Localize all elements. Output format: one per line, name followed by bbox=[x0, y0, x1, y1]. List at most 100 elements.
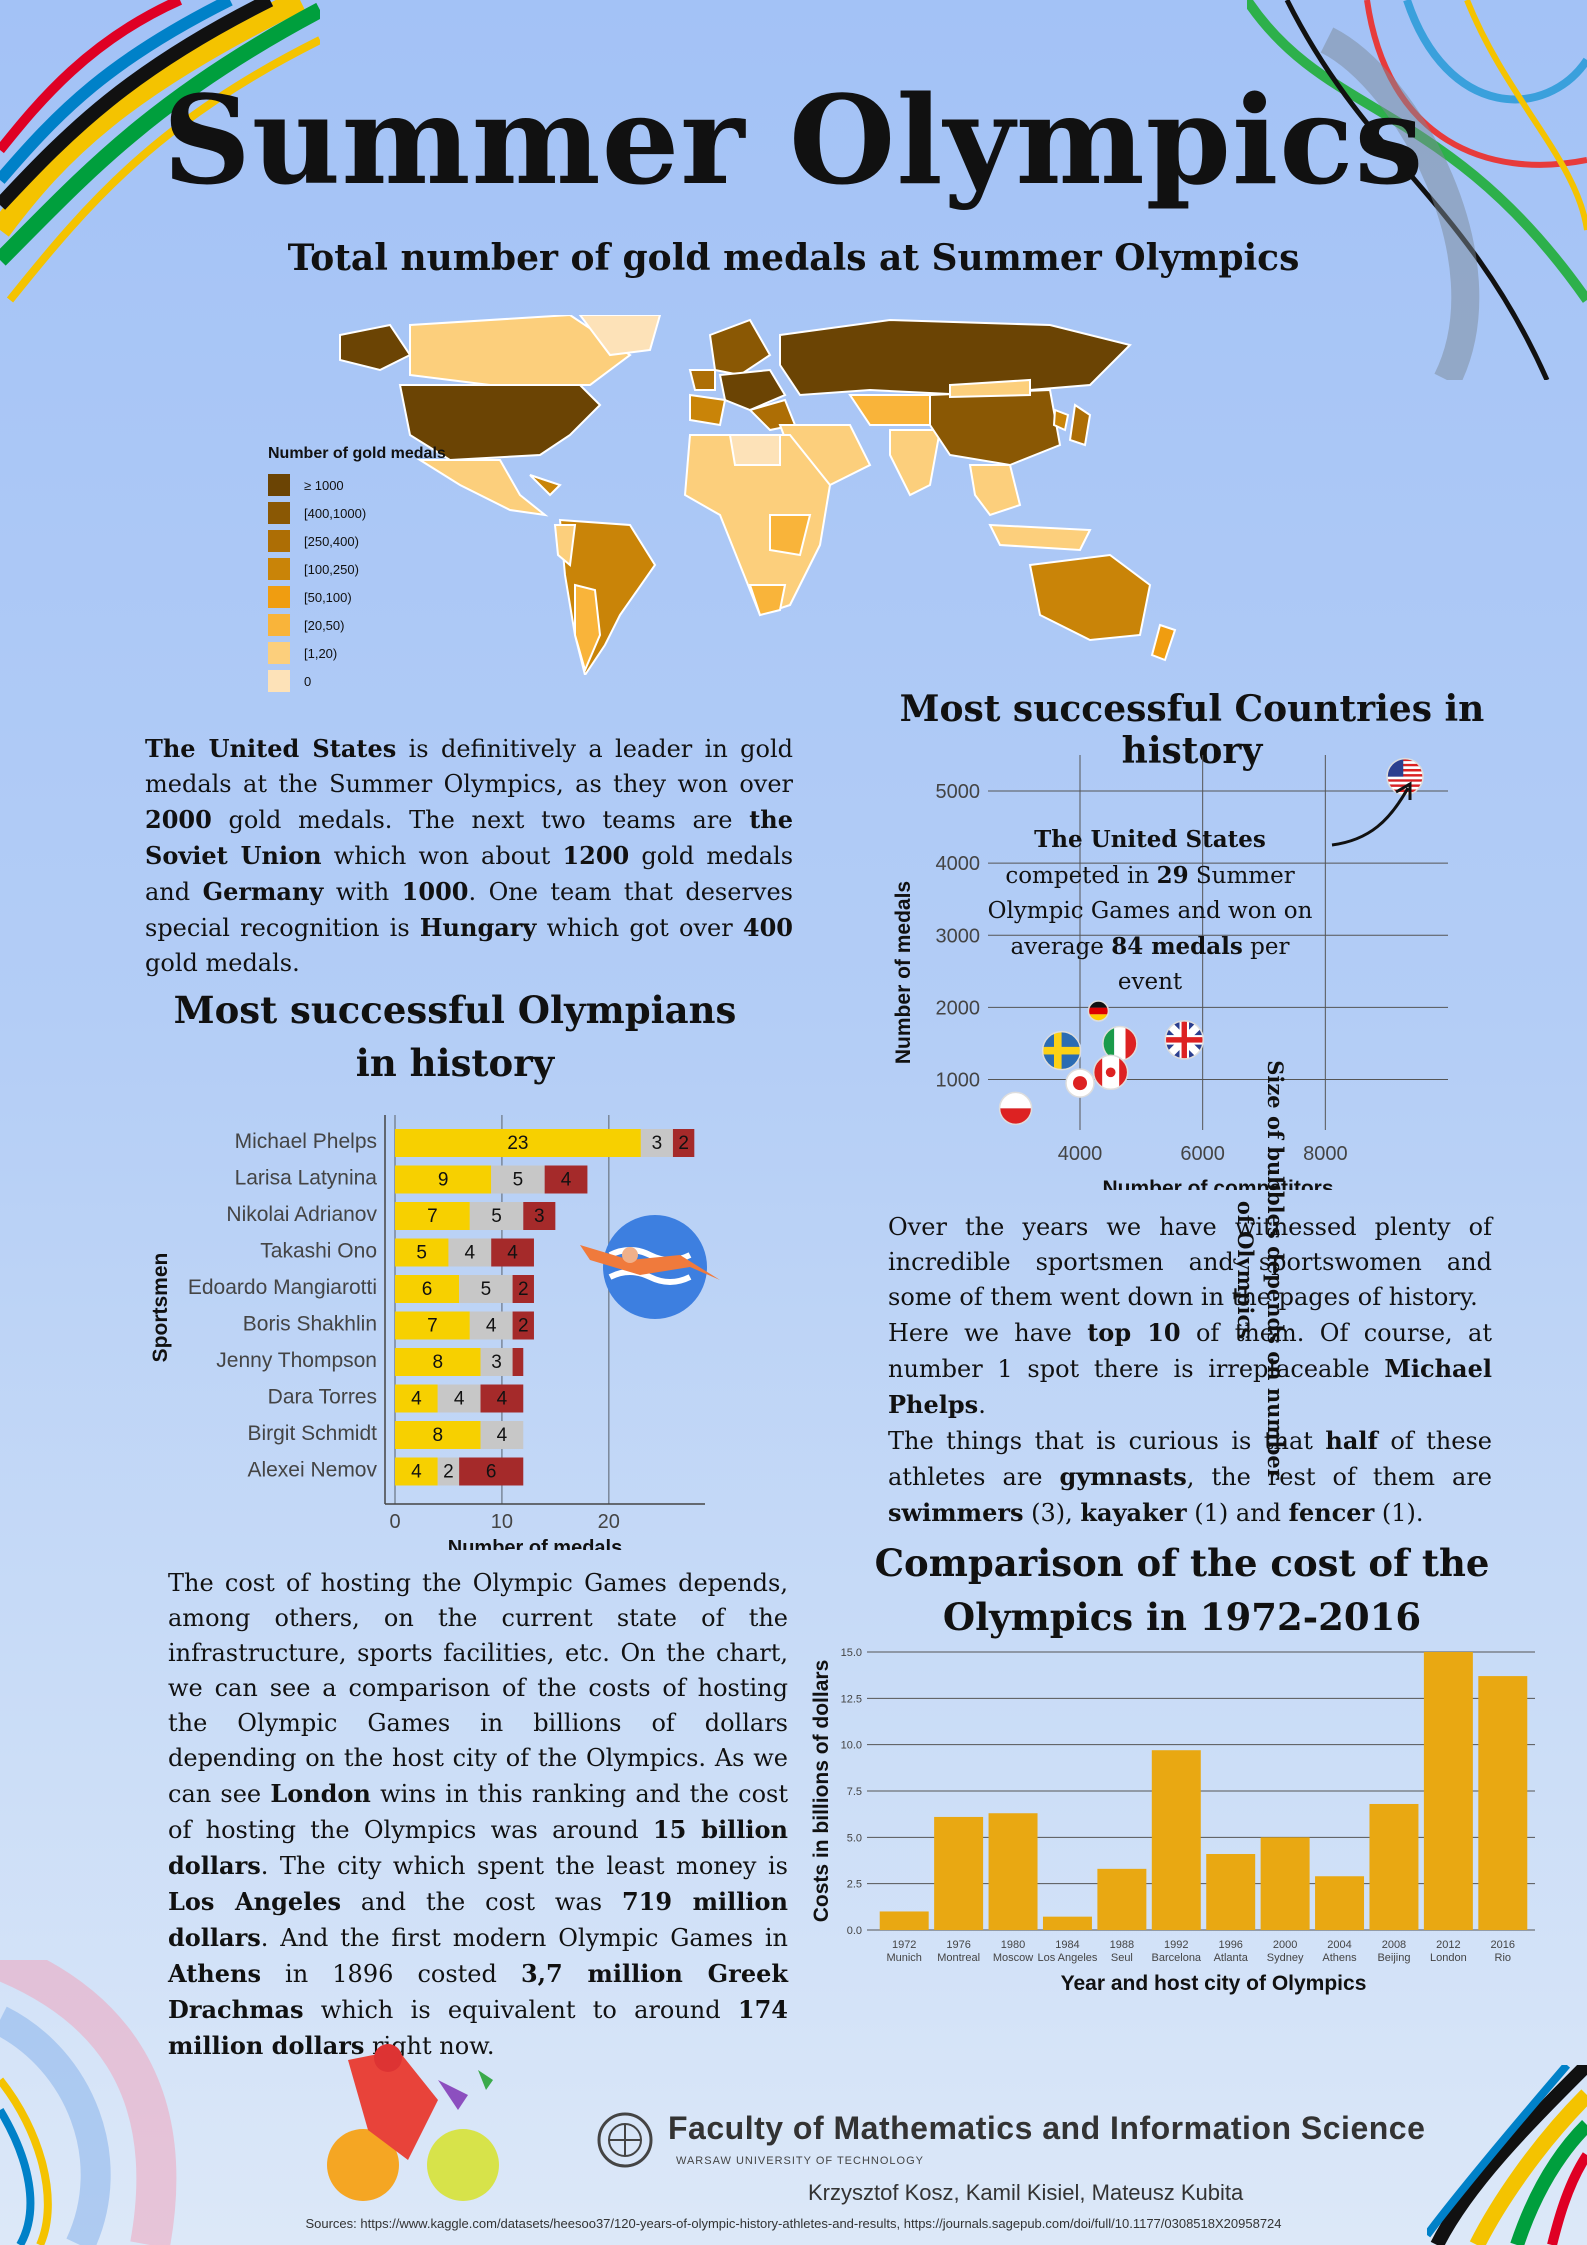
x-tick-city: Moscow bbox=[993, 1952, 1033, 1964]
text-run: competed in bbox=[1005, 863, 1157, 889]
text-run: swimmers bbox=[888, 1498, 1024, 1527]
medal-value-gold: 9 bbox=[438, 1170, 449, 1191]
text-athletes: Over the years we have witnessed plenty … bbox=[888, 1210, 1492, 1531]
text-run: which is equivalent to around bbox=[303, 1996, 738, 2024]
medal-bar-gold bbox=[395, 1348, 481, 1376]
y-axis-label: Number of medals bbox=[892, 881, 915, 1064]
text-run: The things that is curious is that bbox=[888, 1427, 1326, 1455]
legend-label: [250,400) bbox=[304, 533, 359, 549]
medal-bar-silver bbox=[437, 1457, 460, 1486]
text-run: 174 million dollars bbox=[168, 1995, 788, 2060]
canada-flag-icon bbox=[1092, 1054, 1129, 1091]
x-tick-city: Barcelona bbox=[1152, 1952, 1202, 1964]
medal-value-silver: 2 bbox=[443, 1462, 454, 1483]
x-tick-label: 20 bbox=[598, 1511, 620, 1533]
text-run: is definitively a leader in gold medals … bbox=[145, 735, 793, 798]
medal-bar-gold bbox=[395, 1421, 481, 1449]
text-run: which won about bbox=[321, 842, 563, 870]
x-axis-label: Number of medals bbox=[448, 1537, 622, 1550]
text-run: in 1896 costed bbox=[260, 1960, 521, 1988]
medal-value-bronze: 2 bbox=[518, 1316, 529, 1337]
x-tick-year: 1984 bbox=[1055, 1939, 1079, 1951]
medal-bar-silver bbox=[469, 1311, 513, 1340]
text-run: Michael Phelps bbox=[888, 1354, 1492, 1419]
legend-label: 0 bbox=[304, 673, 312, 689]
medal-value-gold: 7 bbox=[427, 1206, 438, 1227]
legend-item: [1,20) bbox=[268, 639, 446, 667]
medal-value-gold: 4 bbox=[411, 1389, 422, 1410]
university-name: WARSAW UNIVERSITY OF TECHNOLOGY bbox=[676, 2155, 924, 2167]
medal-value-bronze: 4 bbox=[497, 1389, 508, 1410]
annotation-arrow bbox=[1331, 781, 1412, 847]
text-run: London bbox=[270, 1779, 371, 1808]
cost-bar-chart: 0.02.55.07.510.012.515.01972Munich1976Mo… bbox=[810, 1647, 1535, 1995]
scatter-annotation: The United States competed in 29 Summer … bbox=[985, 822, 1315, 1000]
x-tick-year: 2008 bbox=[1382, 1939, 1406, 1951]
medal-bar-silver bbox=[480, 1421, 524, 1449]
medal-bar-bronze bbox=[459, 1457, 524, 1486]
legend-item: ≥ 1000 bbox=[268, 471, 446, 499]
medal-bar-bronze bbox=[523, 1202, 556, 1230]
legend-swatch bbox=[268, 614, 290, 636]
legend-swatch bbox=[268, 474, 290, 496]
athlete-name: Alexei Nemov bbox=[247, 1459, 377, 1482]
x-axis-label: Number of competitors bbox=[1102, 1177, 1333, 1190]
x-tick-city: Munich bbox=[886, 1952, 921, 1964]
text-run: (1). bbox=[1374, 1499, 1424, 1527]
text-run: the Soviet Union bbox=[145, 805, 793, 870]
medal-bar-silver bbox=[491, 1165, 545, 1194]
y-tick-label: 1000 bbox=[936, 1070, 981, 1092]
text-run: fencer bbox=[1288, 1498, 1375, 1527]
medal-value-silver: 3 bbox=[491, 1352, 502, 1373]
x-tick-label: 10 bbox=[491, 1511, 513, 1533]
countries-chart-title: Most successful Countries in history bbox=[899, 688, 1485, 772]
x-tick-city: Sydney bbox=[1267, 1952, 1304, 1964]
cost-chart-title: Comparison of the cost of the Olympics i… bbox=[822, 1536, 1542, 1644]
athletes-chart-title: Most successful Olympians in history bbox=[150, 984, 760, 1090]
athlete-name: Jenny Thompson bbox=[216, 1349, 377, 1372]
text-run: gold medals. bbox=[145, 949, 300, 977]
legend-items: ≥ 1000 [400,1000) [250,400) [100,250) [50,10… bbox=[268, 471, 446, 695]
text-run: 1200 bbox=[562, 841, 630, 870]
text-run: (1) and bbox=[1186, 1499, 1289, 1527]
text-run: Hungary bbox=[419, 913, 537, 942]
text-cost: The cost of hosting the Olympic Games de… bbox=[168, 1566, 788, 2064]
y-tick-label: 2.5 bbox=[847, 1879, 862, 1891]
medal-value-gold: 8 bbox=[432, 1425, 443, 1446]
x-tick-year: 1976 bbox=[946, 1939, 970, 1951]
legend-item: [100,250) bbox=[268, 555, 446, 583]
y-tick-label: 5000 bbox=[936, 781, 981, 803]
x-tick-year: 2000 bbox=[1273, 1939, 1297, 1951]
medal-value-silver: 4 bbox=[497, 1425, 508, 1446]
x-tick-city: Montreal bbox=[937, 1952, 980, 1964]
medal-value-silver: 4 bbox=[465, 1243, 476, 1264]
medal-bar-gold bbox=[395, 1129, 641, 1157]
medal-bar-bronze bbox=[480, 1384, 524, 1413]
text-run: top 10 bbox=[1087, 1318, 1181, 1347]
x-tick-year: 1988 bbox=[1110, 1939, 1134, 1951]
cost-bar bbox=[988, 1813, 1038, 1930]
text-run: , the rest of them are bbox=[1186, 1463, 1492, 1491]
x-tick-city: London bbox=[1430, 1952, 1467, 1964]
sources: Sources: https://www.kaggle.com/datasets… bbox=[305, 2216, 1282, 2231]
medal-value-silver: 4 bbox=[486, 1316, 497, 1337]
athlete-name: Birgit Schmidt bbox=[247, 1422, 377, 1445]
cost-bar bbox=[1206, 1854, 1256, 1930]
legend-item: 0 bbox=[268, 667, 446, 695]
athlete-name: Dara Torres bbox=[268, 1386, 377, 1409]
text-run: 15 billion dollars bbox=[168, 1815, 788, 1880]
y-tick-label: 4000 bbox=[936, 853, 981, 875]
top-right-ribbons bbox=[1247, 0, 1587, 380]
medal-bar-bronze bbox=[512, 1311, 534, 1340]
main-title: Summer Olympics bbox=[162, 68, 1425, 212]
cost-bar bbox=[1042, 1916, 1092, 1930]
medal-bar-gold bbox=[395, 1384, 438, 1413]
cost-bar bbox=[879, 1911, 929, 1930]
medal-bar-bronze bbox=[544, 1165, 588, 1194]
cost-bar bbox=[1260, 1837, 1310, 1930]
athlete-name: Larisa Latynina bbox=[235, 1167, 378, 1190]
university-logo-icon bbox=[597, 2112, 653, 2168]
cyclist-illustration bbox=[327, 2044, 499, 2201]
medal-value-bronze: 6 bbox=[486, 1462, 497, 1483]
